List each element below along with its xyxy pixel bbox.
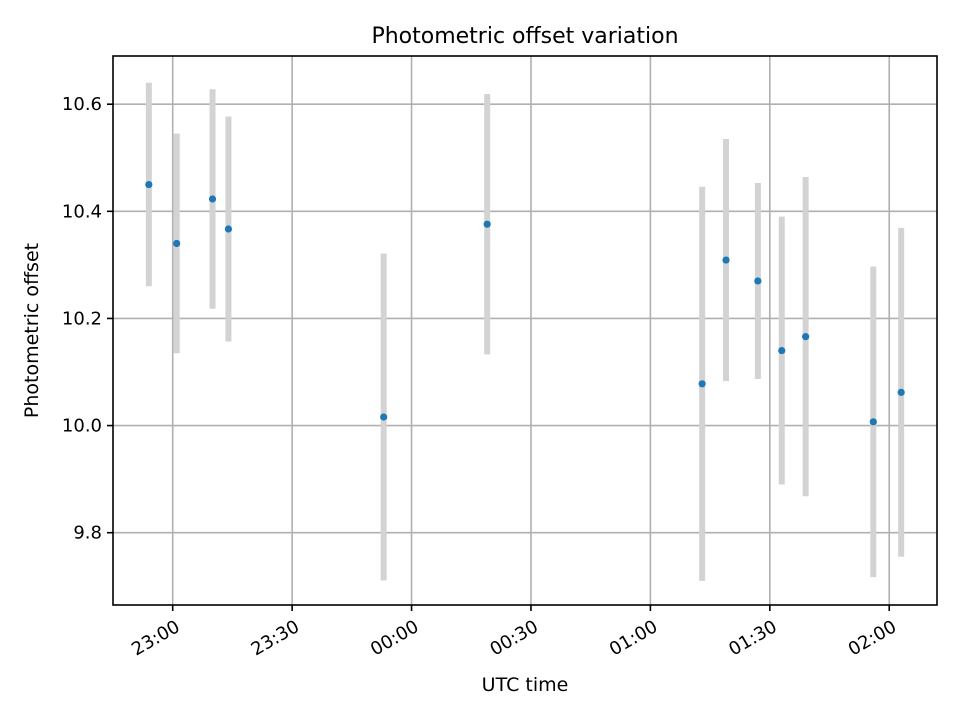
x-tick-label: 00:30 [486, 616, 541, 660]
data-point [897, 388, 905, 396]
x-axis-ticks: 23:00 23:30 00:00 00:30 01:00 01:30 02:00 [128, 605, 900, 660]
data-point [802, 333, 810, 341]
y-tick-label: 10.0 [62, 416, 102, 437]
x-tick-label: 23:00 [128, 616, 183, 660]
plot-frame [112, 55, 938, 606]
chart-title: Photometric offset variation [371, 24, 678, 49]
data-point [483, 220, 491, 228]
error-bars [145, 82, 905, 581]
x-tick-label: 23:30 [248, 616, 303, 660]
y-axis-ticks: 9.8 10.0 10.2 10.4 10.6 [62, 94, 113, 544]
y-tick-label: 9.8 [73, 523, 102, 544]
data-point [208, 195, 217, 203]
data-point [722, 256, 730, 264]
y-axis-label: Photometric offset [21, 243, 43, 418]
data-point [145, 180, 153, 189]
y-tick-label: 10.6 [62, 94, 102, 115]
x-tick-label: 01:30 [725, 616, 780, 660]
x-tick-label: 00:00 [367, 616, 422, 660]
data-point [778, 346, 786, 355]
x-axis-label: UTC time [482, 674, 569, 696]
data-point [698, 380, 706, 388]
data-points [145, 180, 905, 426]
data-point [869, 418, 877, 426]
data-point [380, 413, 388, 421]
data-point [173, 239, 181, 248]
y-tick-label: 10.4 [62, 201, 102, 222]
y-tick-label: 10.2 [62, 308, 102, 329]
x-tick-label: 01:00 [606, 616, 661, 660]
data-point [224, 225, 233, 233]
grid-lines [113, 56, 937, 605]
data-point [754, 277, 762, 285]
x-tick-label: 02:00 [845, 616, 900, 660]
